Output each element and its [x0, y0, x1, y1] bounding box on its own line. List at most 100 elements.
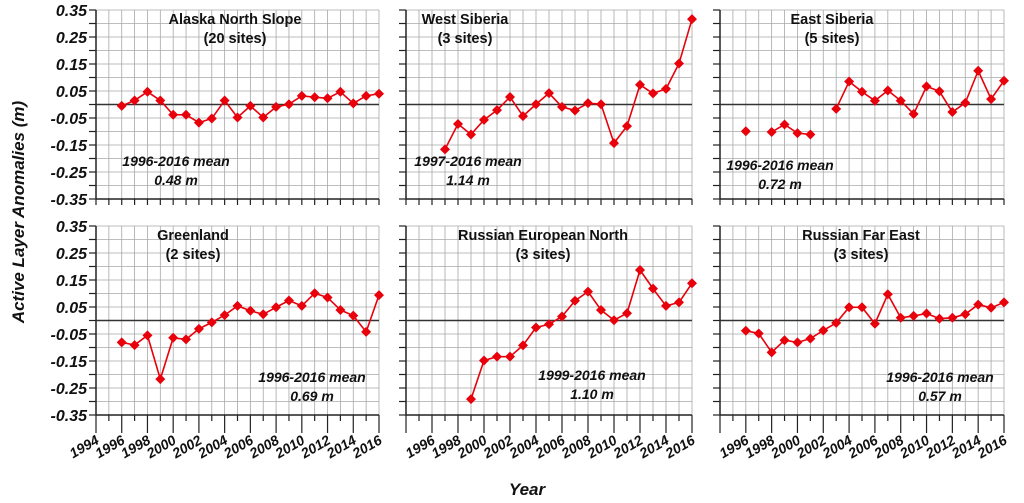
series-segment — [874, 293, 889, 325]
series-segment — [990, 80, 1005, 100]
panel-russian-european-north: 1996199820002002200420062008201020122014… — [399, 225, 698, 462]
panel-title: West Siberia — [422, 12, 510, 28]
data-point — [908, 310, 919, 321]
data-point — [142, 330, 153, 341]
series-segment — [977, 70, 992, 100]
series-segment — [613, 125, 628, 144]
panel-site-count: (3 sites) — [438, 31, 493, 47]
data-point — [232, 300, 243, 311]
series-segment — [758, 333, 773, 353]
panel-alaska-north-slope: 0.35 0.25 0.15 0.05 -0.05 -0.15 -0.25 -0.35 Alas… — [51, 3, 384, 209]
data-point — [544, 319, 554, 330]
panel-title: East Siberia — [790, 12, 874, 28]
data-point — [857, 302, 867, 313]
data-point — [687, 14, 697, 25]
data-point — [296, 90, 307, 101]
data-point — [661, 300, 671, 311]
y-tick-label: 0.15 — [56, 273, 88, 290]
data-point — [986, 94, 997, 105]
data-point — [947, 312, 958, 323]
data-point — [622, 308, 632, 319]
panel-east-siberia: East Siberia (5 sites) 1996-2016 mean 0.72 … — [713, 9, 1009, 205]
data-point — [609, 315, 619, 326]
y-axis-label: Active Layer Anomalies (m) — [9, 100, 28, 324]
data-point — [882, 85, 893, 96]
data-point — [934, 86, 945, 97]
data-point — [882, 289, 893, 300]
data-point — [779, 335, 790, 346]
series-segment — [652, 288, 667, 307]
data-point — [583, 286, 593, 297]
mean-value: 0.57 m — [918, 388, 962, 404]
data-point — [805, 129, 816, 140]
data-point — [168, 109, 179, 120]
data-point — [869, 318, 880, 329]
data-point — [674, 297, 684, 308]
data-point — [973, 65, 984, 76]
y-tick-label: 0.35 — [56, 219, 88, 236]
data-point — [895, 312, 906, 323]
data-point — [129, 340, 140, 351]
data-point — [792, 337, 803, 348]
y-tick-label: 0.15 — [56, 57, 88, 74]
panel-title: Alaska North Slope — [169, 12, 302, 28]
data-point — [206, 113, 217, 124]
data-point — [271, 101, 282, 112]
series-segment — [600, 103, 615, 144]
data-point — [374, 88, 384, 99]
data-point — [168, 332, 179, 343]
data-point — [258, 112, 269, 123]
y-tick-label: -0.35 — [51, 192, 89, 209]
series-segment — [509, 96, 524, 117]
data-point — [609, 138, 619, 149]
series-segment — [211, 99, 226, 120]
x-tick-label: 2016 — [662, 432, 698, 462]
mean-value: 0.69 m — [290, 388, 334, 404]
data-point — [622, 121, 632, 132]
data-point — [844, 302, 855, 313]
data-point — [479, 114, 489, 125]
data-point — [960, 309, 971, 320]
data-point — [986, 302, 997, 313]
data-point — [505, 351, 515, 362]
data-point — [116, 100, 127, 111]
data-point — [335, 86, 346, 97]
panel-greenland: 0.350.250.150.05-0.05-0.15-0.25-0.351994… — [51, 219, 385, 462]
data-point — [374, 290, 384, 301]
data-point — [440, 144, 450, 155]
data-point — [155, 95, 166, 106]
mean-label: 1996-2016 mean — [122, 153, 229, 169]
mean-label: 1996-2016 mean — [258, 369, 365, 385]
panel-site-count: (2 sites) — [166, 247, 221, 263]
data-point — [557, 311, 567, 322]
data-point — [309, 92, 320, 103]
data-point — [361, 326, 372, 337]
data-point — [740, 325, 751, 336]
data-point — [805, 333, 816, 344]
data-point — [740, 126, 751, 137]
panel-site-count: (20 sites) — [204, 31, 267, 47]
data-point — [583, 98, 593, 109]
data-point — [648, 88, 658, 99]
data-point — [453, 118, 463, 129]
data-point — [505, 91, 515, 102]
series-segment — [587, 291, 602, 311]
y-tick-label: 0.35 — [56, 3, 88, 20]
data-point — [219, 310, 230, 321]
series-segment — [835, 81, 850, 110]
data-point — [921, 308, 932, 319]
data-point — [661, 83, 671, 94]
data-point — [296, 300, 307, 311]
mean-value: 1.10 m — [570, 386, 614, 402]
data-point — [921, 81, 932, 92]
data-point — [348, 98, 359, 109]
x-tick-label: 2016 — [349, 432, 385, 462]
y-tick-label: 0.05 — [56, 84, 88, 101]
data-point — [792, 128, 803, 139]
panel-title: Russian Far East — [802, 228, 920, 244]
y-tick-label: 0.25 — [56, 246, 88, 263]
data-point — [570, 295, 580, 306]
mean-label: 1999-2016 mean — [538, 367, 645, 383]
data-point — [219, 95, 230, 106]
